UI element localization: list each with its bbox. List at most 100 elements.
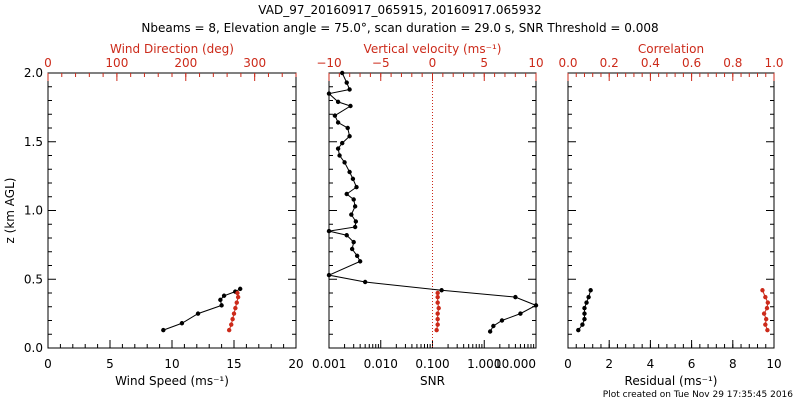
snr-top-tick-label: 0	[429, 56, 437, 70]
wind-bottom-tick-label: 5	[106, 357, 114, 371]
z-tick-label: 2.0	[24, 66, 43, 80]
snr-data-point	[344, 233, 349, 238]
snr-top-tick-label: −10	[316, 56, 341, 70]
snr-data-point	[487, 329, 493, 334]
residual-top-tick-label: 0.6	[682, 56, 701, 70]
wind-bottom-tick-label: 10	[164, 357, 179, 371]
wind-data-point	[229, 322, 234, 327]
snr-data-point	[353, 219, 359, 224]
snr-data-point	[348, 103, 353, 109]
snr-data-point	[349, 246, 355, 252]
snr-data-point	[342, 160, 347, 165]
snr-data-point	[335, 120, 341, 125]
snr-data-point	[435, 290, 440, 296]
snr-top-tick-label: −5	[372, 56, 390, 70]
wind-data-point	[230, 316, 235, 322]
snr-data-point	[533, 303, 539, 308]
wind-top-axis-label: Wind Direction (deg)	[110, 42, 234, 56]
snr-data-point	[439, 288, 444, 293]
residual-top-axis-label: Correlation	[638, 42, 704, 56]
snr-data-point	[435, 294, 440, 300]
wind-series-bottom-line	[163, 288, 241, 331]
residual-data-point	[764, 305, 770, 311]
residual-top-tick-label: 0.8	[723, 56, 742, 70]
snr-data-point	[335, 99, 341, 105]
snr-data-point	[354, 184, 359, 190]
wind-data-point	[235, 290, 240, 296]
wind-data-point	[179, 321, 185, 326]
wind-data-point	[161, 327, 166, 333]
wind-top-tick-label: 0	[44, 56, 52, 70]
snr-bottom-tick-label: 0.010	[364, 357, 398, 371]
wind-top-tick-label: 100	[105, 56, 128, 70]
snr-bottom-tick-label: 1.000	[467, 357, 501, 371]
residual-data-point	[763, 316, 769, 322]
residual-data-point	[576, 327, 581, 333]
snr-data-point	[518, 311, 523, 316]
figure-title-line-2: Nbeams = 8, Elevation angle = 75.0°, sca…	[141, 21, 658, 35]
wind-bottom-axis-label: Wind Speed (ms⁻¹)	[115, 374, 229, 388]
snr-data-point	[435, 311, 440, 316]
snr-data-point	[347, 87, 352, 92]
wind-data-point	[219, 303, 224, 308]
residual-bottom-axis-label: Residual (ms⁻¹)	[625, 374, 718, 388]
residual-bottom-tick-label: 0	[564, 357, 572, 371]
residual-data-point	[765, 327, 770, 333]
wind-data-point	[235, 294, 241, 300]
wind-bottom-tick-label: 15	[226, 357, 241, 371]
residual-data-point	[584, 300, 589, 305]
snr-top-tick-label: 10	[528, 56, 543, 70]
wind-bottom-tick-label: 20	[288, 357, 303, 371]
residual-top-tick-label: 0.2	[600, 56, 619, 70]
snr-data-point	[344, 80, 349, 85]
residual-data-point	[582, 311, 587, 316]
snr-data-point	[340, 140, 345, 146]
snr-data-point	[436, 305, 441, 311]
snr-data-point	[352, 224, 358, 230]
snr-data-point	[326, 272, 332, 278]
snr-data-point	[326, 228, 332, 234]
residual-bottom-tick-label: 2	[605, 357, 613, 371]
residual-data-point	[763, 322, 768, 327]
wind-top-tick-label: 300	[243, 56, 266, 70]
snr-top-axis-label: Vertical velocity (ms⁻¹)	[364, 42, 502, 56]
wind-data-point	[233, 305, 238, 311]
residual-data-point	[586, 294, 591, 300]
snr-data-point	[344, 191, 349, 197]
snr-data-point	[491, 323, 496, 329]
snr-data-point	[351, 197, 356, 202]
snr-data-point	[351, 239, 356, 245]
wind-plot-frame	[47, 72, 297, 349]
wind-data-point	[238, 286, 243, 292]
snr-data-point	[362, 279, 368, 285]
snr-bottom-tick-label: 0.100	[415, 357, 449, 371]
snr-data-point	[435, 316, 440, 322]
snr-top-tick-label: 5	[480, 56, 488, 70]
residual-plot-frame	[567, 72, 775, 349]
snr-data-point	[349, 212, 354, 217]
z-tick-label: 1.5	[24, 135, 43, 149]
wind-bottom-tick-label: 0	[44, 357, 52, 371]
snr-data-point	[434, 327, 439, 333]
residual-top-tick-label: 0.0	[558, 56, 577, 70]
snr-data-point	[326, 91, 332, 96]
residual-data-point	[760, 288, 765, 293]
snr-bottom-tick-label: 0.001	[312, 357, 346, 371]
wind-data-point	[221, 293, 227, 298]
snr-data-point	[337, 153, 342, 158]
snr-bottom-tick-label: 10.000	[494, 357, 536, 371]
z-tick-label: 0.5	[24, 272, 43, 286]
z-tick-label: 1.0	[24, 204, 43, 218]
snr-plot-frame	[328, 72, 537, 349]
residual-data-point	[588, 288, 593, 293]
wind-data-point	[195, 311, 201, 316]
residual-bottom-tick-label: 6	[688, 357, 696, 371]
wind-data-point	[234, 300, 239, 305]
snr-data-point	[435, 300, 440, 305]
snr-data-point	[345, 125, 350, 131]
z-tick-label: 0.0	[24, 341, 43, 355]
snr-data-point	[332, 113, 338, 118]
residual-data-point	[582, 305, 587, 311]
wind-data-point	[226, 327, 232, 333]
